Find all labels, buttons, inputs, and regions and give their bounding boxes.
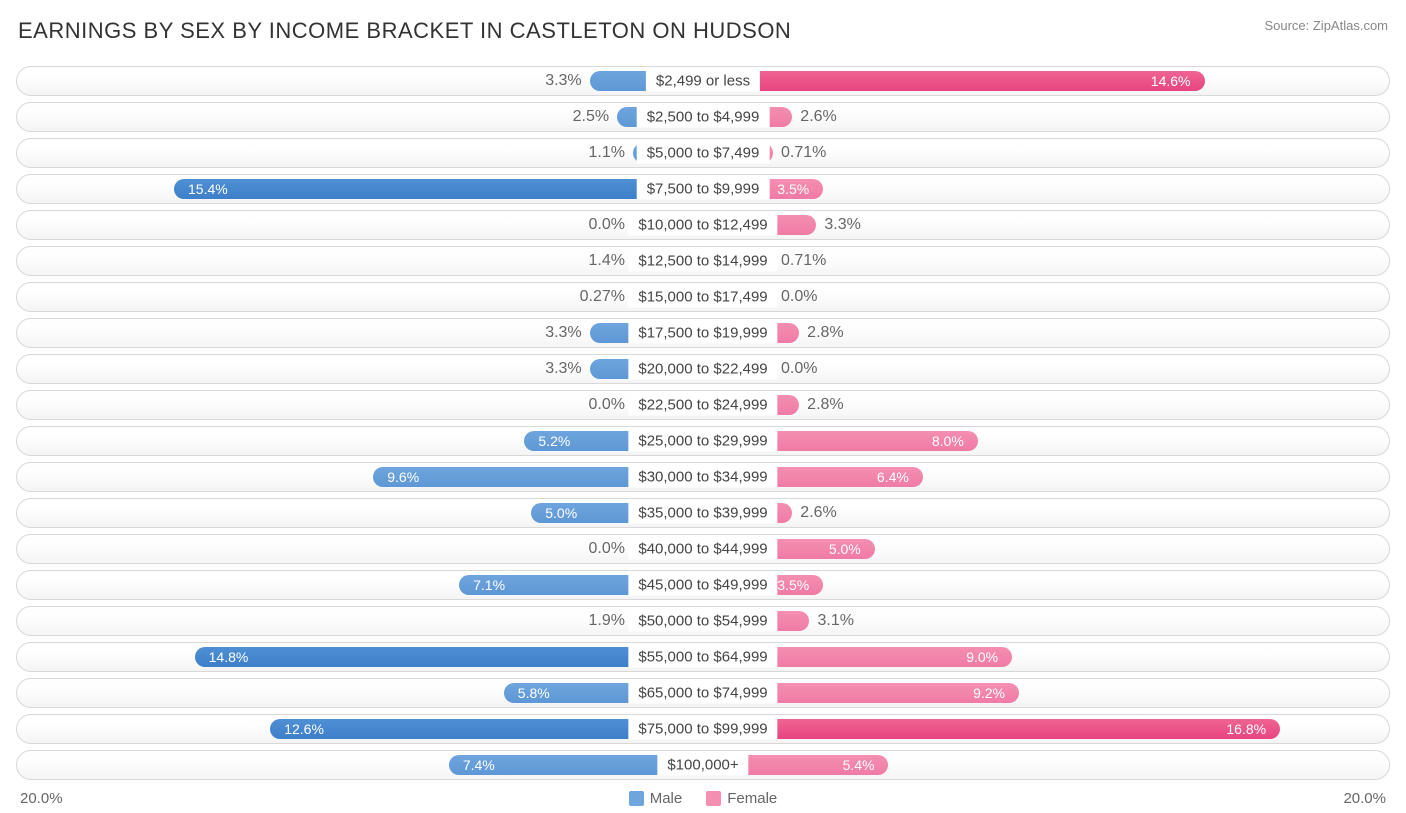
male-value: 14.8%	[209, 649, 249, 665]
chart-row: 5.8% 9.2% $65,000 to $74,999	[16, 678, 1390, 708]
bracket-label: $40,000 to $44,999	[628, 539, 777, 560]
male-value: 0.0%	[589, 216, 625, 234]
chart-row: 9.6% 6.4% $30,000 to $34,999	[16, 462, 1390, 492]
bracket-label: $10,000 to $12,499	[628, 215, 777, 236]
legend-item: Male	[629, 790, 683, 807]
male-value: 0.27%	[580, 288, 625, 306]
chart-row: 3.3% 0.0%$20,000 to $22,499	[16, 354, 1390, 384]
female-value: 8.0%	[932, 433, 964, 449]
chart-row: 0.0% 3.3% $10,000 to $12,499	[16, 210, 1390, 240]
male-value: 3.3%	[545, 360, 581, 378]
bracket-label: $17,500 to $19,999	[628, 323, 777, 344]
bracket-label: $75,000 to $99,999	[628, 719, 777, 740]
legend: Male Female	[629, 790, 778, 807]
female-value: 3.1%	[817, 612, 853, 630]
female-value: 0.71%	[781, 252, 826, 270]
male-value: 12.6%	[284, 721, 324, 737]
bracket-label: $2,499 or less	[646, 71, 760, 92]
legend-item: Female	[706, 790, 777, 807]
axis-left-max: 20.0%	[20, 790, 63, 807]
female-value: 9.0%	[966, 649, 998, 665]
chart-row: 0.27% 0.0%$15,000 to $17,499	[16, 282, 1390, 312]
bracket-label: $55,000 to $64,999	[628, 647, 777, 668]
female-value: 3.5%	[777, 577, 809, 593]
chart-row: 5.2% 8.0% $25,000 to $29,999	[16, 426, 1390, 456]
bracket-label: $12,500 to $14,999	[628, 251, 777, 272]
female-value: 2.6%	[800, 108, 836, 126]
female-value: 0.0%	[781, 360, 817, 378]
chart-row: 0.0% 2.8% $22,500 to $24,999	[16, 390, 1390, 420]
female-bar: 14.6%	[703, 71, 1205, 91]
bracket-label: $50,000 to $54,999	[628, 611, 777, 632]
male-value: 5.0%	[545, 505, 577, 521]
chart-row: 0.0% 5.0% $40,000 to $44,999	[16, 534, 1390, 564]
chart-row: 15.4% 3.5% $7,500 to $9,999	[16, 174, 1390, 204]
bracket-label: $5,000 to $7,499	[637, 143, 770, 164]
female-bar: 16.8%	[703, 719, 1280, 739]
male-value: 7.4%	[463, 757, 495, 773]
male-bar: 15.4%	[174, 179, 703, 199]
female-value: 14.6%	[1151, 73, 1191, 89]
female-value: 5.0%	[829, 541, 861, 557]
chart-title: EARNINGS BY SEX BY INCOME BRACKET IN CAS…	[18, 18, 791, 44]
male-value: 1.1%	[589, 144, 625, 162]
bracket-label: $65,000 to $74,999	[628, 683, 777, 704]
female-value: 16.8%	[1226, 721, 1266, 737]
male-value: 1.4%	[589, 252, 625, 270]
bracket-label: $7,500 to $9,999	[637, 179, 770, 200]
female-value: 2.8%	[807, 324, 843, 342]
chart-source: Source: ZipAtlas.com	[1264, 18, 1388, 33]
chart-row: 14.8% 9.0% $55,000 to $64,999	[16, 642, 1390, 672]
female-value: 0.0%	[781, 288, 817, 306]
male-value: 3.3%	[545, 324, 581, 342]
female-value: 3.3%	[824, 216, 860, 234]
male-bar: 14.8%	[195, 647, 703, 667]
chart-row: 5.0% 2.6% $35,000 to $39,999	[16, 498, 1390, 528]
male-value: 0.0%	[589, 396, 625, 414]
axis-right-max: 20.0%	[1343, 790, 1386, 807]
bracket-label: $20,000 to $22,499	[628, 359, 777, 380]
legend-label: Female	[727, 790, 777, 807]
chart-row: 3.3% 14.6% $2,499 or less	[16, 66, 1390, 96]
chart-area: 3.3% 14.6% $2,499 or less 2.5% 2.6% $2,500 to…	[16, 66, 1390, 780]
male-value: 9.6%	[387, 469, 419, 485]
male-value: 5.8%	[518, 685, 550, 701]
legend-label: Male	[650, 790, 683, 807]
bracket-label: $25,000 to $29,999	[628, 431, 777, 452]
bracket-label: $30,000 to $34,999	[628, 467, 777, 488]
chart-row: 7.1% 3.5%$45,000 to $49,999	[16, 570, 1390, 600]
female-value: 5.4%	[843, 757, 875, 773]
chart-row: 1.1% 0.71% $5,000 to $7,499	[16, 138, 1390, 168]
male-value: 15.4%	[188, 181, 228, 197]
male-value: 0.0%	[589, 540, 625, 558]
male-value: 2.5%	[573, 108, 609, 126]
bracket-label: $45,000 to $49,999	[628, 575, 777, 596]
legend-swatch	[706, 791, 721, 806]
bracket-label: $100,000+	[657, 755, 748, 776]
female-value: 6.4%	[877, 469, 909, 485]
female-value: 0.71%	[781, 144, 826, 162]
bracket-label: $22,500 to $24,999	[628, 395, 777, 416]
male-value: 3.3%	[545, 72, 581, 90]
chart-row: 1.4% 0.71%$12,500 to $14,999	[16, 246, 1390, 276]
chart-row: 1.9% 3.1% $50,000 to $54,999	[16, 606, 1390, 636]
bracket-label: $35,000 to $39,999	[628, 503, 777, 524]
chart-row: 3.3% 2.8% $17,500 to $19,999	[16, 318, 1390, 348]
legend-swatch	[629, 791, 644, 806]
male-value: 7.1%	[473, 577, 505, 593]
bracket-label: $15,000 to $17,499	[628, 287, 777, 308]
female-value: 3.5%	[777, 181, 809, 197]
chart-row: 7.4% 5.4% $100,000+	[16, 750, 1390, 780]
female-value: 2.8%	[807, 396, 843, 414]
bracket-label: $2,500 to $4,999	[637, 107, 770, 128]
chart-row: 12.6% 16.8% $75,000 to $99,999	[16, 714, 1390, 744]
female-value: 2.6%	[800, 504, 836, 522]
chart-row: 2.5% 2.6% $2,500 to $4,999	[16, 102, 1390, 132]
female-value: 9.2%	[973, 685, 1005, 701]
male-value: 5.2%	[538, 433, 570, 449]
male-value: 1.9%	[589, 612, 625, 630]
